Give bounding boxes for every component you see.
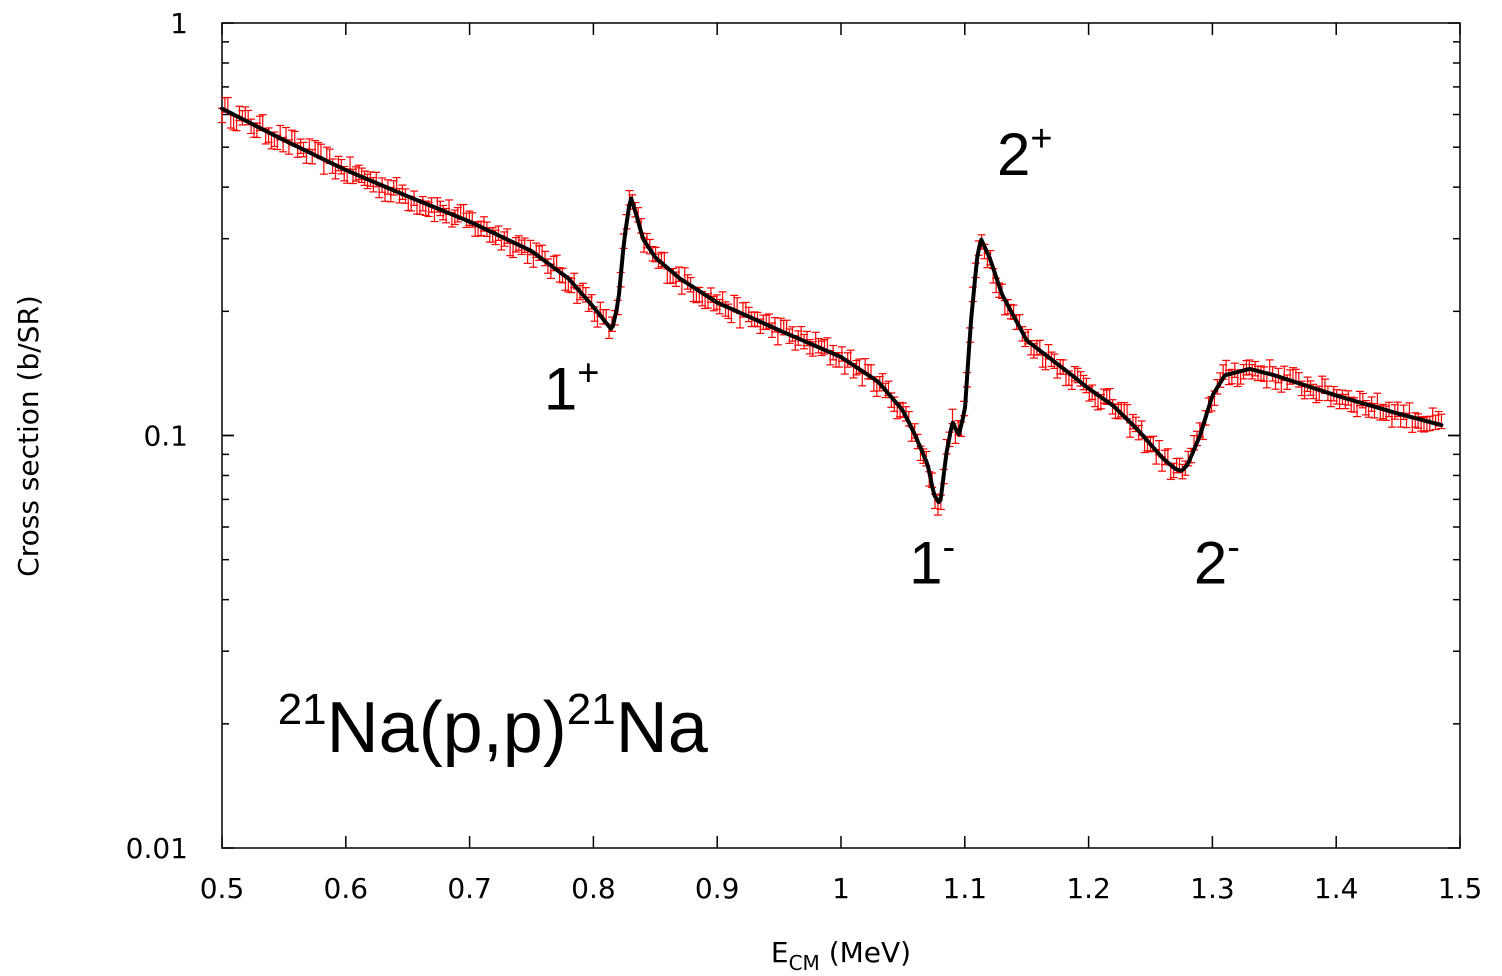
- axis-ticks: [221, 22, 1461, 849]
- x-tick-label-8: 1.3: [1190, 872, 1235, 905]
- x-tick-label-0: 0.5: [200, 872, 245, 905]
- x-axis-title-rest: (MeV): [820, 936, 911, 969]
- reaction-label: 21Na(p,p)21Na: [278, 685, 709, 768]
- reaction-mid: Na(p,p): [327, 688, 567, 768]
- annotation-3: 2-: [1194, 526, 1240, 596]
- x-axis-title: ECM (MeV): [771, 936, 911, 975]
- x-tick-label-7: 1.2: [1066, 872, 1111, 905]
- x-tick-label-3: 0.8: [571, 872, 616, 905]
- x-tick-label-9: 1.4: [1314, 872, 1359, 905]
- fit-curve: [220, 106, 1444, 505]
- x-tick-label-5: 1: [832, 872, 850, 905]
- reaction-end: Na: [616, 688, 709, 768]
- annotation-0: 1+: [544, 353, 600, 423]
- x-axis-title-sub: CM: [789, 951, 820, 975]
- x-tick-label-4: 0.9: [695, 872, 740, 905]
- reaction-sup1: 21: [278, 685, 327, 734]
- x-tick-label-6: 1.1: [943, 872, 988, 905]
- resonance-annotations: 1+ 2+ 1- 2-: [544, 118, 1240, 596]
- reaction-sup2: 21: [567, 685, 616, 734]
- x-tick-label-2: 0.7: [447, 872, 492, 905]
- data-series-errorbars: [218, 96, 1446, 516]
- y-tick-label-0: 0.01: [126, 832, 188, 865]
- x-tick-label-10: 1.5: [1438, 872, 1483, 905]
- annotation-1: 2+: [997, 118, 1053, 188]
- y-axis-title: Cross section (b/SR): [12, 295, 45, 577]
- x-axis-title-main: E: [771, 936, 789, 969]
- y-tick-label-2: 1: [170, 7, 188, 40]
- x-tick-labels: 0.5 0.6 0.7 0.8 0.9 1 1.1 1.2 1.3 1.4 1.5: [200, 872, 1483, 905]
- annotation-2: 1-: [909, 526, 955, 596]
- y-tick-labels: 0.01 0.1 1: [126, 7, 188, 865]
- x-tick-label-1: 0.6: [324, 872, 369, 905]
- y-tick-label-1: 0.1: [143, 420, 188, 453]
